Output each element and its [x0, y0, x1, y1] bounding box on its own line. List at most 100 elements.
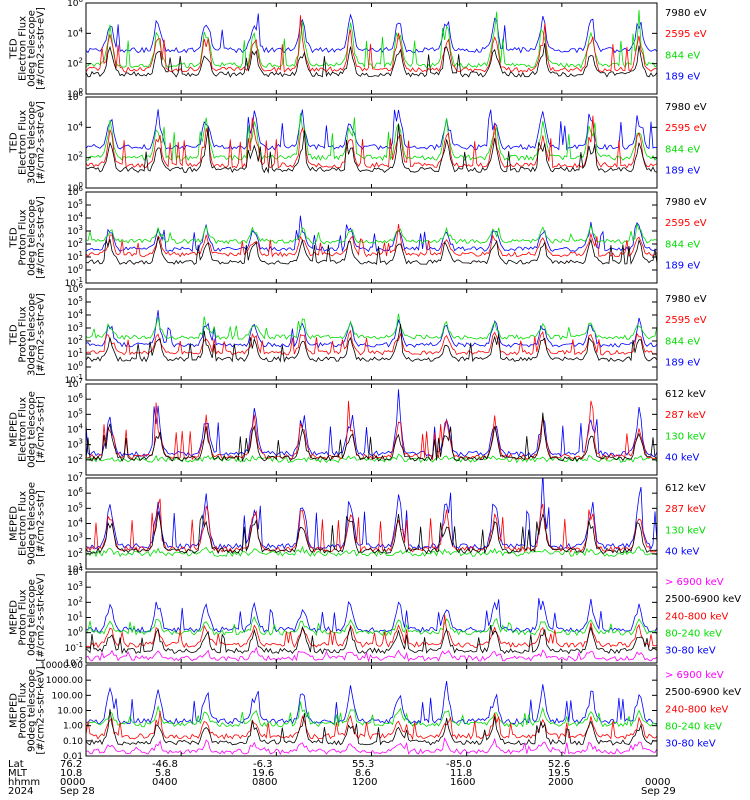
- channel-label: 30-80 keV: [665, 739, 716, 750]
- mlt-value: 11.8: [450, 768, 472, 779]
- time-column-4: -85.0 11.8 1600: [446, 759, 475, 788]
- series-traces: [86, 310, 657, 363]
- y-tick-label: 101: [67, 250, 83, 263]
- series-line: [86, 329, 657, 356]
- y-tick-label: 103: [67, 438, 83, 451]
- channel-label: 2595 eV: [665, 123, 707, 134]
- series-traces: [86, 598, 657, 663]
- y-tick-label: 105: [67, 295, 83, 308]
- channel-label: 844 eV: [665, 50, 700, 61]
- hhmm-value: 1200: [352, 777, 377, 788]
- mlt-value: 10.8: [60, 768, 82, 779]
- y-axis-label: TEDElectron Flux0deg telescope[#/cm2-s-s…: [9, 7, 47, 90]
- panel-frame: [85, 96, 658, 189]
- y-axis-label: MEPEDProton Flux90deg telescope[#/cm2-s-…: [9, 666, 47, 754]
- y-tick-label: 104: [67, 26, 83, 39]
- series-line: [86, 545, 657, 558]
- date-value: Sep 28: [60, 786, 95, 797]
- channel-label: > 6900 keV: [665, 577, 724, 588]
- series-line: [86, 709, 657, 746]
- y-axis-label: TEDProton Flux30deg telescope[#/cm2-s-st…: [9, 293, 47, 376]
- lat-value: 76.2: [60, 759, 82, 770]
- y-tick-label: 1.00: [63, 722, 83, 732]
- channel-label: 80-240 keV: [665, 629, 722, 640]
- series-traces: [86, 215, 657, 266]
- series-line: [86, 323, 657, 363]
- channel-label: 189 eV: [665, 165, 700, 176]
- panels-layer: 100 102 104 106 TEDElectron Flux0deg telesco…: [9, 0, 742, 762]
- channel-label: 844 eV: [665, 144, 700, 155]
- series-line: [86, 598, 657, 634]
- y-tick-label: 103: [67, 580, 83, 593]
- channel-label: 287 keV: [665, 410, 706, 421]
- channel-label: 130 keV: [665, 525, 706, 536]
- channel-label: 2595 eV: [665, 29, 707, 40]
- mlt-row-label: MLT: [8, 768, 28, 779]
- series-line: [86, 701, 657, 728]
- series-line: [86, 115, 657, 170]
- channel-label: 189 eV: [665, 71, 700, 82]
- y-tick-label: 10000.00: [40, 661, 83, 671]
- y-tick-label: 101: [67, 611, 83, 624]
- year-row-label: 2024: [8, 786, 33, 797]
- series-line: [86, 616, 657, 637]
- y-tick-label: 104: [67, 423, 83, 436]
- y-tick-label: 102: [67, 453, 83, 466]
- y-tick-label: 104: [67, 308, 83, 321]
- mlt-value: 19.6: [252, 768, 274, 779]
- y-axis-label: MEPEDProton Flux0deg telescope[#/cm2-s-s…: [9, 573, 47, 661]
- y-axis-label: MEPEDElectron Flux0deg telescope[#/cm2-s…: [9, 391, 47, 468]
- date-value: Sep 29: [641, 786, 676, 797]
- y-tick-label: 105: [67, 501, 83, 514]
- channel-label: 240-800 keV: [665, 611, 729, 622]
- y-tick-label: 104: [67, 517, 83, 530]
- series-line: [86, 109, 657, 151]
- channel-label: 2595 eV: [665, 218, 707, 229]
- y-tick-label: 10.00: [57, 707, 83, 717]
- hhmm-value: 2000: [548, 777, 573, 788]
- channel-label: 40 keV: [665, 452, 699, 463]
- y-tick-label: 100.00: [52, 691, 84, 701]
- time-axis: Lat MLT hhmm 2024 76.2 10.8 0000 Sep 28 …: [8, 759, 676, 797]
- y-tick-label: 103: [67, 532, 83, 545]
- series-line: [86, 223, 657, 245]
- y-tick-label: 102: [67, 237, 83, 250]
- y-axis-label: TEDProton Flux0deg telescope[#/cm2-s-str…: [9, 196, 47, 279]
- y-axis-label: MEPEDElectron Flux90deg telescope[#/cm2-…: [9, 482, 47, 565]
- y-tick-label: 102: [67, 334, 83, 347]
- panel-frame: [85, 383, 658, 476]
- time-column-5: 52.6 19.5 2000: [548, 759, 573, 788]
- series-line: [86, 646, 657, 663]
- channel-label: 2500-6900 keV: [665, 687, 741, 698]
- series-traces: [86, 109, 657, 174]
- channel-label: 612 keV: [665, 483, 706, 494]
- y-tick-label: 106: [67, 392, 83, 405]
- series-line: [86, 310, 657, 349]
- series-traces: [86, 9, 657, 78]
- series-line: [86, 215, 657, 253]
- time-column-6: 0000 Sep 29: [641, 777, 676, 797]
- channel-label: 80-240 keV: [665, 722, 722, 733]
- y-tick-label: 104: [67, 211, 83, 224]
- series-line: [86, 124, 657, 174]
- y-tick-label: 100: [67, 626, 83, 639]
- series-line: [86, 42, 657, 78]
- channel-label: 2500-6900 keV: [665, 594, 741, 605]
- series-line: [86, 511, 657, 555]
- series-line: [86, 112, 657, 162]
- series-line: [86, 625, 657, 655]
- channel-label: > 6900 keV: [665, 670, 724, 681]
- series-line: [86, 13, 657, 54]
- y-tick-label: 106: [67, 0, 83, 9]
- mlt-value: 8.6: [355, 768, 371, 779]
- series-line: [86, 313, 657, 341]
- hhmm-value: 0000: [645, 777, 670, 788]
- panel-frame: [85, 288, 658, 381]
- channel-label: 844 eV: [665, 336, 700, 347]
- channel-label: 189 eV: [665, 260, 700, 271]
- series-traces: [86, 389, 657, 464]
